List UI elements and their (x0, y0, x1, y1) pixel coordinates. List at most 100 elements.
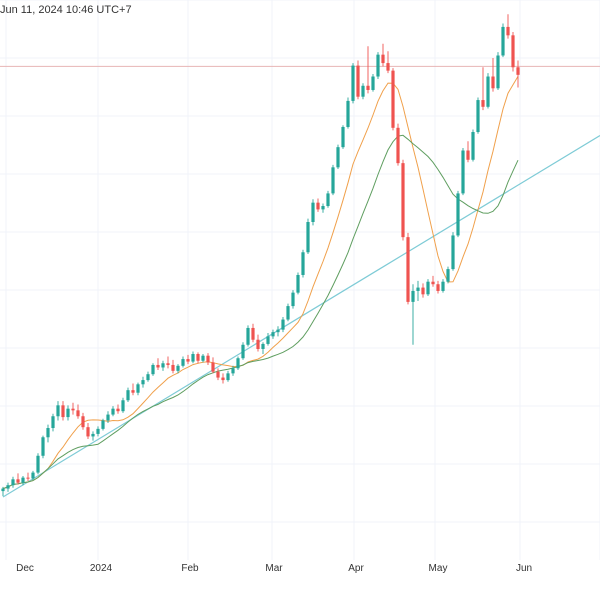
candle-body (286, 306, 290, 320)
candle-body (306, 222, 310, 253)
candle (61, 401, 65, 421)
candle (436, 280, 440, 294)
candle (446, 266, 450, 284)
candle-body (496, 55, 500, 89)
candle (121, 397, 125, 413)
candle-body (51, 416, 55, 429)
candle-body (266, 336, 270, 344)
candle (496, 52, 500, 90)
candle-body (401, 163, 405, 238)
candle-body (296, 274, 300, 293)
candle-body (301, 252, 305, 275)
candle-body (156, 364, 160, 368)
candle-body (481, 100, 485, 107)
candle (26, 472, 30, 481)
candle (406, 232, 410, 305)
candle-body (166, 363, 170, 365)
candle (346, 97, 350, 129)
candle-body (371, 76, 375, 90)
candle-body (6, 485, 10, 489)
candle-body (106, 414, 110, 421)
candle-body (391, 70, 395, 128)
candle (456, 190, 460, 238)
candle-body (16, 479, 20, 483)
candle (156, 358, 160, 370)
candle (511, 31, 515, 72)
candle (376, 52, 380, 80)
candle-body (516, 67, 520, 75)
candle-body (336, 147, 340, 168)
candle-body (436, 284, 440, 291)
candle-body (341, 126, 345, 148)
candle (81, 412, 85, 430)
candle-body (121, 400, 125, 412)
candle-body (331, 167, 335, 194)
candle-body (421, 287, 425, 295)
candle-body (366, 85, 370, 90)
candle-body (361, 85, 365, 97)
candle-body (431, 281, 435, 285)
candle (286, 303, 290, 322)
candle (296, 272, 300, 295)
candle-body (241, 344, 245, 359)
candle (111, 406, 115, 417)
candle (321, 203, 325, 213)
candle (46, 424, 50, 443)
candle (461, 148, 465, 196)
candle-body (251, 327, 255, 340)
candle (281, 317, 285, 333)
candle-body (66, 408, 70, 418)
candle (471, 129, 475, 162)
candle-body (426, 281, 430, 295)
candle (1, 486, 5, 497)
candle-body (191, 354, 195, 362)
candle (501, 23, 505, 58)
candle-body (501, 26, 505, 56)
candle (71, 402, 75, 415)
candle (91, 431, 95, 441)
candle (256, 334, 260, 352)
trendline-layer (0, 65, 600, 498)
candle (401, 159, 405, 241)
candle-body (141, 380, 145, 385)
candle (231, 365, 235, 376)
candle-body (271, 332, 275, 337)
candle-body (176, 365, 180, 371)
candle (301, 249, 305, 278)
candle-body (116, 408, 120, 412)
candle (261, 342, 265, 355)
candle (176, 364, 180, 374)
candle-body (186, 359, 190, 362)
candle (356, 60, 360, 100)
candle-body (81, 416, 85, 428)
candle-body (171, 364, 175, 371)
candle (306, 218, 310, 254)
candle-body (111, 408, 115, 415)
candle-body (71, 408, 75, 411)
candle-body (446, 269, 450, 282)
candle-body (56, 405, 60, 417)
x-tick-label: 2024 (90, 563, 113, 574)
candle (396, 123, 400, 166)
candle-body (316, 202, 320, 210)
x-tick-label: Dec (16, 563, 34, 574)
candle-body (86, 427, 90, 437)
candle (386, 51, 390, 74)
candle (171, 359, 175, 374)
candle (181, 356, 185, 368)
candle-body (41, 437, 45, 456)
candle (506, 14, 510, 39)
candle (341, 125, 345, 149)
candle (56, 401, 60, 421)
candle-body (511, 35, 515, 68)
candle-body (376, 54, 380, 77)
candle (476, 97, 480, 134)
x-tick-label: Mar (265, 563, 283, 574)
candle (426, 279, 430, 296)
candle-body (491, 76, 495, 89)
candle (466, 141, 470, 163)
candle-body (226, 373, 230, 381)
candle (361, 83, 365, 100)
